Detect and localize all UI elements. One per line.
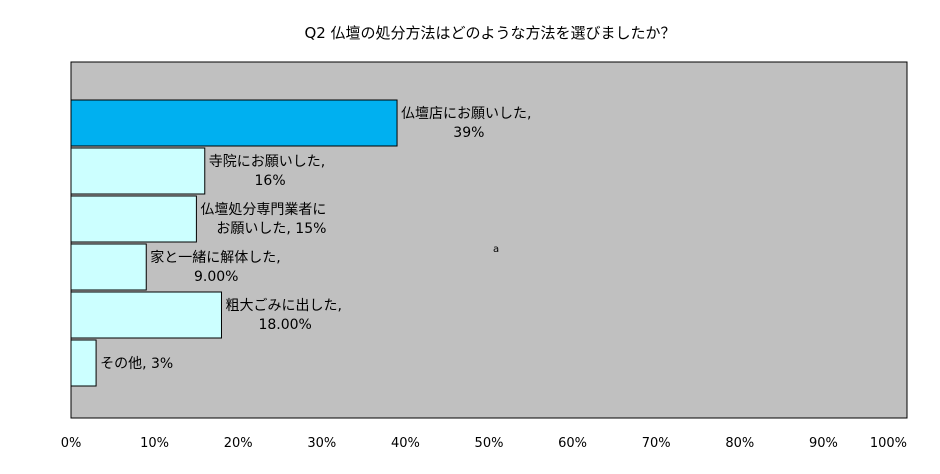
x-tick-label-6: 60% bbox=[558, 436, 587, 451]
data-label-5: 粗大ごみに出した, 18.00% bbox=[225, 298, 341, 333]
bar-1 bbox=[70, 99, 398, 147]
bar-6 bbox=[70, 339, 97, 387]
data-label-2: 寺院にお願いした, 16% bbox=[209, 154, 325, 189]
x-tick-label-9: 90% bbox=[809, 436, 838, 451]
x-axis-ticks: 0% 10% 20% 30% 40% 50% 60% 70% 80% 90% 100% bbox=[61, 436, 907, 451]
x-tick-label-0: 0% bbox=[61, 436, 82, 451]
bar-4 bbox=[70, 243, 147, 291]
data-label-4: 家と一緒に解体した, 9.00% bbox=[150, 249, 280, 285]
x-tick-label-8: 80% bbox=[725, 436, 754, 451]
data-label-3: 仏壇処分専門業者にお願いした, 15% bbox=[200, 201, 326, 237]
data-label-1: 仏壇店にお願いした, 39% bbox=[401, 105, 531, 141]
x-tick-label-1: 10% bbox=[140, 436, 169, 451]
x-tick-label-3: 30% bbox=[307, 436, 336, 451]
chart-title: Q2 仏壇の処分方法はどのような方法を選びましたか？ bbox=[304, 24, 676, 42]
data-label-6: その他, 3% bbox=[100, 356, 173, 372]
bar-2 bbox=[70, 147, 206, 195]
bar-5 bbox=[70, 291, 222, 339]
data-labels-group: 仏壇店にお願いした, 39% 寺院にお願いした, 16% 仏壇処分専門業者にお願いした,… bbox=[100, 105, 531, 372]
x-tick-label-4: 40% bbox=[391, 436, 420, 451]
bar-3 bbox=[70, 195, 197, 243]
x-tick-label-10: 100% bbox=[870, 436, 907, 451]
x-tick-label-7: 70% bbox=[642, 436, 671, 451]
x-tick-label-5: 50% bbox=[475, 436, 504, 451]
stray-text-mark: a bbox=[493, 244, 499, 255]
x-tick-label-2: 20% bbox=[224, 436, 253, 451]
bars-group bbox=[70, 99, 398, 387]
